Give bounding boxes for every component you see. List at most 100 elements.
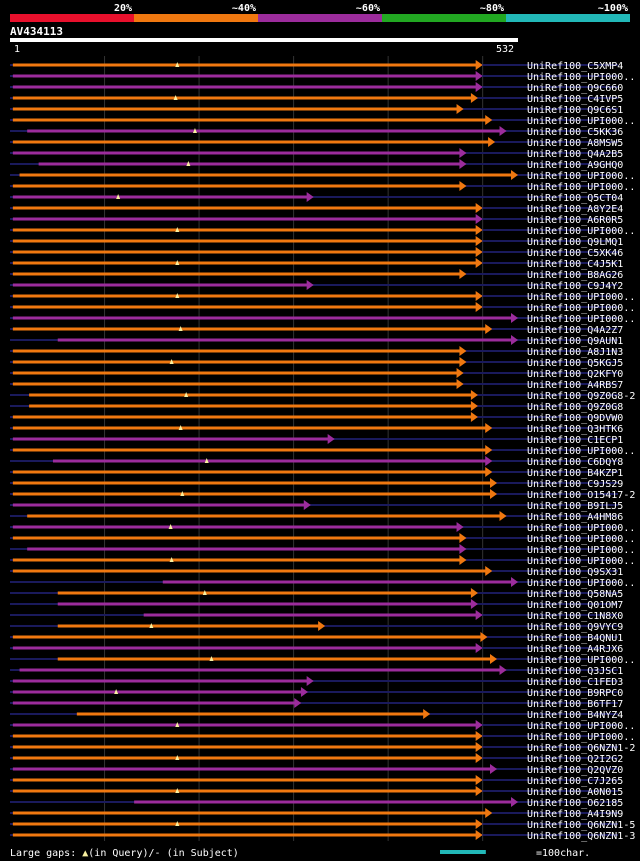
hit-bar[interactable] [12, 239, 477, 243]
hit-label[interactable]: UniRef100_Q9SX31 [527, 567, 623, 578]
hit-label[interactable]: UniRef100_UPI000.. [527, 578, 635, 589]
hit-label[interactable]: UniRef100_UPI000.. [527, 182, 635, 193]
hit-bar[interactable] [12, 789, 477, 793]
hit-label[interactable]: UniRef100_Q9Z0G8 [527, 402, 623, 413]
hit-bar[interactable] [12, 140, 490, 144]
hit-bar[interactable] [27, 547, 461, 551]
hit-label[interactable]: UniRef100_C7J265 [527, 776, 623, 787]
hit-bar[interactable] [27, 129, 501, 133]
hit-bar[interactable] [12, 217, 477, 221]
hit-label[interactable]: UniRef100_UPI000.. [527, 292, 635, 303]
hit-bar[interactable] [12, 228, 477, 232]
hit-bar[interactable] [12, 646, 477, 650]
hit-label[interactable]: UniRef100_Q2I2G2 [527, 754, 623, 765]
hit-bar[interactable] [29, 393, 472, 397]
hit-label[interactable]: UniRef100_A4HM86 [527, 512, 623, 523]
hit-bar[interactable] [19, 173, 513, 177]
hit-label[interactable]: UniRef100_Q5KGJ5 [527, 358, 623, 369]
hit-bar[interactable] [12, 756, 477, 760]
hit-bar[interactable] [57, 624, 320, 628]
hit-label[interactable]: UniRef100_A4RJX6 [527, 644, 623, 655]
hit-bar[interactable] [12, 283, 308, 287]
hit-bar[interactable] [12, 107, 458, 111]
hit-label[interactable]: UniRef100_Q4A2B5 [527, 149, 623, 160]
hit-label[interactable]: UniRef100_UPI000.. [527, 534, 635, 545]
hit-bar[interactable] [12, 316, 513, 320]
hit-label[interactable]: UniRef100_UPI000.. [527, 226, 635, 237]
hit-bar[interactable] [12, 503, 305, 507]
hit-label[interactable]: UniRef100_Q3HTK6 [527, 424, 623, 435]
hit-label[interactable]: UniRef100_Q2QVZ0 [527, 765, 623, 776]
hit-bar[interactable] [12, 525, 458, 529]
hit-bar[interactable] [12, 635, 482, 639]
hit-bar[interactable] [12, 250, 477, 254]
hit-label[interactable]: UniRef100_B4NYZ4 [527, 710, 623, 721]
hit-bar[interactable] [12, 778, 477, 782]
hit-label[interactable]: UniRef100_A4I9N9 [527, 809, 623, 820]
hit-bar[interactable] [12, 437, 329, 441]
hit-label[interactable]: UniRef100_B6TF17 [527, 699, 623, 710]
hit-label[interactable]: UniRef100_UPI000.. [527, 116, 635, 127]
hit-bar[interactable] [52, 459, 487, 463]
hit-label[interactable]: UniRef100_C1FED3 [527, 677, 623, 688]
hit-label[interactable]: UniRef100_A8MSW5 [527, 138, 623, 149]
hit-bar[interactable] [12, 294, 477, 298]
hit-bar[interactable] [12, 426, 487, 430]
hit-bar[interactable] [57, 657, 491, 661]
hit-label[interactable]: UniRef100_UPI000.. [527, 545, 635, 556]
hit-label[interactable]: UniRef100_O62185 [527, 798, 623, 809]
hit-bar[interactable] [12, 184, 461, 188]
hit-label[interactable]: UniRef100_C6DQY8 [527, 457, 623, 468]
hit-label[interactable]: UniRef100_UPI000.. [527, 655, 635, 666]
hit-label[interactable]: UniRef100_Q9AUN1 [527, 336, 623, 347]
hit-label[interactable]: UniRef100_Q9DVW0 [527, 413, 623, 424]
hit-bar[interactable] [12, 679, 308, 683]
hit-label[interactable]: UniRef100_UPI000.. [527, 446, 635, 457]
hit-bar[interactable] [12, 327, 487, 331]
hit-bar[interactable] [12, 492, 491, 496]
hit-bar[interactable] [12, 767, 491, 771]
hit-bar[interactable] [12, 470, 487, 474]
hit-label[interactable]: UniRef100_A9GHQ0 [527, 160, 623, 171]
hit-label[interactable]: UniRef100_Q5CT04 [527, 193, 623, 204]
hit-bar[interactable] [12, 349, 461, 353]
hit-label[interactable]: UniRef100_Q01OM7 [527, 600, 623, 611]
hit-label[interactable]: UniRef100_Q9C6S1 [527, 105, 623, 116]
hit-label[interactable]: UniRef100_Q6NZN1-5 [527, 820, 635, 831]
hit-label[interactable]: UniRef100_UPI000.. [527, 72, 635, 83]
hit-bar[interactable] [12, 822, 477, 826]
hit-bar[interactable] [12, 481, 491, 485]
hit-label[interactable]: UniRef100_Q58NA5 [527, 589, 623, 600]
hit-bar[interactable] [29, 404, 472, 408]
hit-bar[interactable] [12, 371, 458, 375]
hit-label[interactable]: UniRef100_C4IVP5 [527, 94, 623, 105]
hit-label[interactable]: UniRef100_UPI000.. [527, 171, 635, 182]
hit-bar[interactable] [57, 338, 513, 342]
hit-bar[interactable] [12, 360, 461, 364]
hit-bar[interactable] [12, 415, 472, 419]
hit-bar[interactable] [19, 668, 501, 672]
hit-label[interactable]: UniRef100_UPI000.. [527, 732, 635, 743]
hit-bar[interactable] [12, 63, 477, 67]
hit-bar[interactable] [38, 162, 461, 166]
hit-label[interactable]: UniRef100_UPI000.. [527, 314, 635, 325]
hit-label[interactable]: UniRef100_C5KK36 [527, 127, 623, 138]
hit-bar[interactable] [12, 536, 461, 540]
hit-label[interactable]: UniRef100_A8J1N3 [527, 347, 623, 358]
hit-label[interactable]: UniRef100_UPI000.. [527, 523, 635, 534]
hit-label[interactable]: UniRef100_Q2KFY0 [527, 369, 623, 380]
hit-label[interactable]: UniRef100_B4KZP1 [527, 468, 623, 479]
hit-label[interactable]: UniRef100_UPI000.. [527, 721, 635, 732]
hit-bar[interactable] [134, 800, 512, 804]
hit-label[interactable]: UniRef100_C1ECP1 [527, 435, 623, 446]
hit-bar[interactable] [12, 118, 487, 122]
hit-label[interactable]: UniRef100_Q9Z0G8-2 [527, 391, 635, 402]
hit-bar[interactable] [143, 613, 477, 617]
hit-bar[interactable] [12, 448, 487, 452]
hit-label[interactable]: UniRef100_C9JS29 [527, 479, 623, 490]
hit-bar[interactable] [12, 305, 477, 309]
hit-bar[interactable] [12, 734, 477, 738]
hit-bar[interactable] [76, 712, 425, 716]
hit-label[interactable]: UniRef100_A8Y2E4 [527, 204, 623, 215]
hit-label[interactable]: UniRef100_Q9VYC9 [527, 622, 623, 633]
